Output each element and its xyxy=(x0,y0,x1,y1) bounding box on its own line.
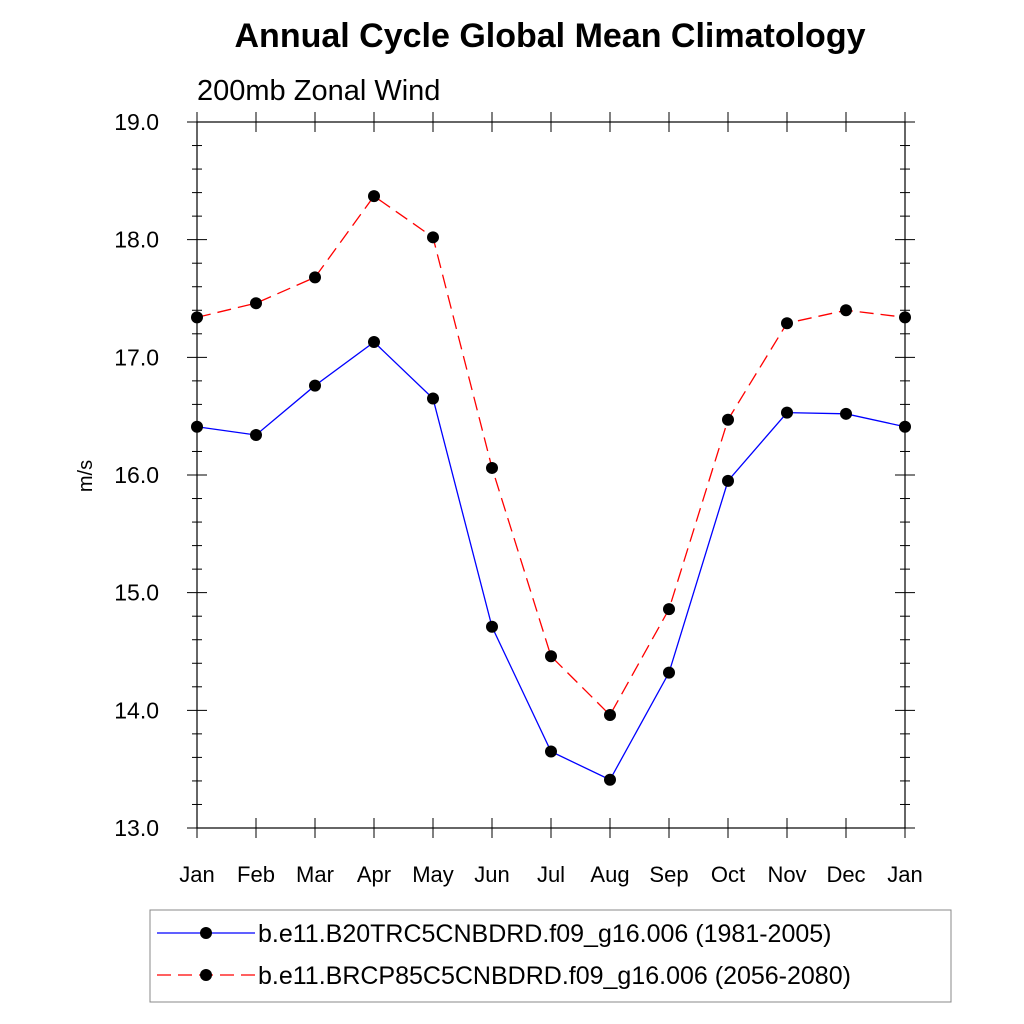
data-point xyxy=(663,666,675,679)
x-tick-label: Apr xyxy=(357,862,391,887)
data-point xyxy=(368,336,380,349)
data-point xyxy=(604,709,616,722)
data-point xyxy=(486,620,498,633)
series-line xyxy=(196,341,906,781)
data-point xyxy=(722,413,734,426)
x-tick-label: Sep xyxy=(649,862,688,887)
y-tick-label: 19.0 xyxy=(114,109,159,135)
data-point xyxy=(250,428,262,441)
data-point xyxy=(191,311,203,324)
chart-title: Annual Cycle Global Mean Climatology xyxy=(235,17,866,55)
x-tick-labels: Jan Feb Mar Apr May Jun Jul Aug Sep Oct Nov Dec Jan xyxy=(179,862,922,887)
series-line xyxy=(196,195,906,717)
y-axis-label: m/s xyxy=(75,460,97,492)
legend: b.e11.B20TRC5CNBDRD.f09_g16.006 (1981-20… xyxy=(157,920,851,990)
data-point xyxy=(309,271,321,284)
x-tick-label: Nov xyxy=(767,862,806,887)
series-layer xyxy=(191,190,911,786)
data-point xyxy=(722,474,734,487)
y-tick-label: 15.0 xyxy=(114,580,159,606)
data-point xyxy=(368,190,380,203)
data-point xyxy=(840,304,852,317)
plot-frame xyxy=(196,121,906,829)
data-point xyxy=(250,297,262,310)
y-tick-label: 18.0 xyxy=(114,227,159,253)
x-tick-label: Jul xyxy=(537,862,565,887)
y-tick-label: 13.0 xyxy=(114,815,159,841)
data-point xyxy=(663,603,675,616)
legend-box xyxy=(149,909,952,1003)
legend-marker xyxy=(200,927,212,939)
x-tick-label: Jan xyxy=(887,862,922,887)
data-point xyxy=(604,773,616,786)
legend-label: b.e11.B20TRC5CNBDRD.f09_g16.006 (1981-20… xyxy=(258,920,832,948)
x-tick-label: Jun xyxy=(474,862,509,887)
y-tick-label: 16.0 xyxy=(114,462,159,488)
x-tick-label: May xyxy=(412,862,454,887)
data-point xyxy=(427,231,439,244)
x-tick-label: Jan xyxy=(179,862,214,887)
x-tick-label: Mar xyxy=(296,862,334,887)
data-point xyxy=(840,407,852,420)
data-point xyxy=(781,406,793,419)
x-tick-label: Dec xyxy=(826,862,865,887)
data-point xyxy=(545,745,557,758)
data-point xyxy=(545,650,557,663)
y-tick-label: 14.0 xyxy=(114,697,159,723)
data-point xyxy=(899,311,911,324)
x-tick-label: Feb xyxy=(237,862,275,887)
x-tick-label: Oct xyxy=(711,862,745,887)
data-point xyxy=(309,379,321,392)
legend-label: b.e11.BRCP85C5CNBDRD.f09_g16.006 (2056-2… xyxy=(258,962,851,990)
data-point xyxy=(781,317,793,330)
y-tick-labels: 13.0 14.0 15.0 16.0 17.0 18.0 19.0 xyxy=(114,109,159,841)
data-point xyxy=(899,420,911,433)
x-tick-label: Aug xyxy=(590,862,629,887)
data-point xyxy=(486,461,498,474)
axis-ticks xyxy=(187,112,915,838)
data-point xyxy=(191,420,203,433)
y-tick-label: 17.0 xyxy=(114,344,159,370)
legend-marker xyxy=(200,969,212,981)
chart-subtitle: 200mb Zonal Wind xyxy=(197,75,440,107)
data-point xyxy=(427,392,439,405)
